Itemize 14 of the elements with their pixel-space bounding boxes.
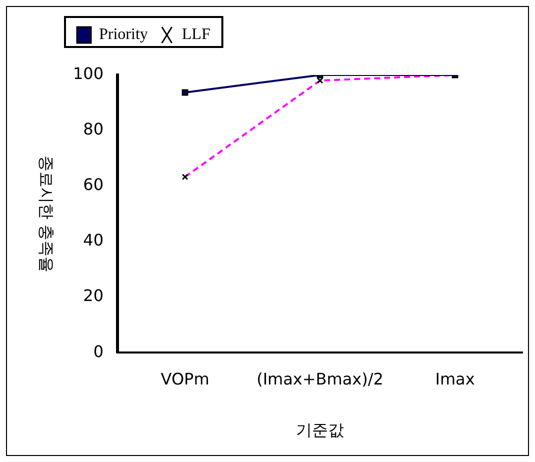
y-tick-label: 0	[93, 342, 104, 361]
y-axis-title: 종료시한 충족율	[36, 155, 56, 272]
x-axis-title: 기준값	[296, 420, 344, 440]
x-tick-label: (Imax+Bmax)/2	[256, 369, 384, 388]
x-tick-label: VOPm	[160, 369, 210, 388]
x-tick-label: Imax	[435, 369, 475, 388]
y-tick-label: 80	[83, 120, 104, 139]
point	[182, 89, 188, 96]
y-tick-label: 100	[72, 64, 104, 84]
y-tick-label: 20	[83, 286, 104, 306]
y-tick-label: 40	[83, 230, 104, 250]
legend-label: LLF	[182, 26, 210, 44]
legend-label: Priority	[99, 26, 148, 44]
y-tick-label: 60	[83, 175, 104, 194]
